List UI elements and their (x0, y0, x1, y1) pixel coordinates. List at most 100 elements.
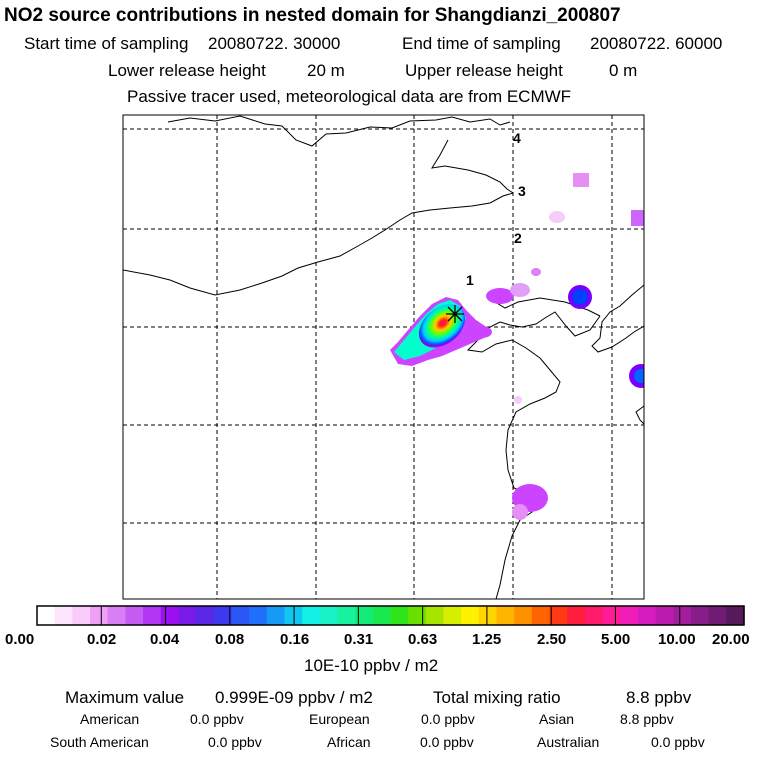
colorbar-segment (178, 606, 197, 625)
source-european-value: 0.0 ppbv (421, 711, 475, 727)
boundaries (123, 115, 644, 599)
colorbar-segment (266, 606, 286, 625)
source-american-label: American (80, 711, 140, 727)
colorbar-segment (37, 606, 56, 625)
max-value: 0.999E-09 ppbv / m2 (215, 688, 373, 707)
source-african-value: 0.0 ppbv (420, 734, 474, 750)
grid-label-3: 3 (518, 183, 526, 199)
source-south-american-value: 0.0 ppbv (208, 734, 262, 750)
colorbar-segment (496, 606, 515, 625)
patch (634, 369, 644, 383)
colorbar-segment (319, 606, 339, 625)
colorbar-label-3: 0.08 (215, 631, 245, 648)
source-australian-value: 0.0 ppbv (651, 734, 705, 750)
colorbar-label-6: 0.63 (408, 631, 438, 648)
patch (514, 396, 522, 404)
colorbar-segment (125, 606, 144, 625)
source-african-label: African (327, 734, 371, 750)
colorbar-unit: 10E-10 ppbv / m2 (304, 656, 439, 675)
sampling-end-value: 20080722. 60000 (590, 34, 723, 53)
colorbar-segment (655, 606, 674, 625)
colorbar-segment (160, 606, 180, 625)
source-american-value: 0.0 ppbv (190, 711, 244, 727)
colorbar-segment (514, 606, 533, 625)
colorbar (37, 606, 745, 625)
colorbar-label-5: 0.31 (344, 631, 374, 648)
colorbar-label-10: 10.00 (658, 631, 696, 648)
sampling-start-value: 20080722. 30000 (208, 34, 341, 53)
colorbar-segment (390, 606, 409, 625)
map-frame (122, 114, 645, 600)
colorbar-segment (726, 606, 745, 625)
colorbar-segment (461, 606, 480, 625)
source-asian-value: 8.8 ppbv (620, 711, 674, 727)
receptor-marker (446, 305, 464, 323)
colorbar-label-4: 0.16 (280, 631, 310, 648)
colorbar-segment (425, 606, 445, 625)
plume-patch (486, 288, 514, 304)
colorbar-segment (54, 606, 73, 625)
colorbar-segment (673, 606, 692, 625)
colorbar-segment (478, 606, 498, 625)
border-line (431, 139, 514, 194)
colorbar-segment (443, 606, 462, 625)
grid-label-4: 4 (513, 130, 521, 146)
upper-release-value: 0 m (609, 61, 638, 80)
sampling-end-label: End time of sampling (402, 34, 561, 53)
colorbar-label-8: 2.50 (537, 631, 567, 648)
colorbar-segment (107, 606, 126, 625)
source-asian-label: Asian (539, 711, 575, 727)
lower-release-label: Lower release height (108, 61, 266, 80)
colorbar-label-1: 0.02 (87, 631, 117, 648)
grid-label-2: 2 (514, 230, 522, 246)
colorbar-segment (372, 606, 392, 625)
coastline (591, 284, 644, 353)
colorbar-label-9: 5.00 (601, 631, 631, 648)
colorbar-segment (143, 606, 162, 625)
colorbar-segment (602, 606, 621, 625)
source-south-american-label: South American (50, 734, 149, 750)
plume-patch (531, 268, 541, 276)
colorbar-label-11: 20.00 (712, 631, 750, 648)
source-european-label: European (309, 711, 370, 727)
lower-release-value: 20 m (307, 61, 345, 80)
upper-release-label: Upper release height (405, 61, 563, 80)
plume-patch (510, 283, 530, 297)
colorbar-segment (690, 606, 710, 625)
total-mixing-label: Total mixing ratio (433, 688, 561, 707)
colorbar-segment (213, 606, 233, 625)
grid-label-1: 1 (466, 272, 474, 288)
colorbar-segment (549, 606, 568, 625)
colorbar-label-0: 0.00 (5, 631, 35, 648)
lat-lon-grid (123, 115, 644, 599)
colorbar-segment (567, 606, 586, 625)
border-line (123, 192, 514, 296)
border-line (167, 115, 511, 147)
total-mixing-value: 8.8 ppbv (626, 688, 692, 707)
sampling-start-label: Start time of sampling (24, 34, 189, 53)
patch (631, 210, 644, 226)
plume-patch (472, 326, 492, 338)
patch (573, 173, 589, 187)
colorbar-segment (637, 606, 657, 625)
colorbar-segment (302, 606, 321, 625)
colorbar-segment (231, 606, 250, 625)
colorbar-segment (72, 606, 91, 625)
colorbar-label-7: 1.25 (472, 631, 502, 648)
colorbar-label-2: 0.04 (150, 631, 180, 648)
colorbar-segment (408, 606, 427, 625)
colorbar-border (36, 605, 745, 626)
patch (549, 211, 565, 223)
colorbar-segment (531, 606, 551, 625)
concentration-patches (512, 173, 644, 520)
colorbar-segment (355, 606, 374, 625)
colorbar-segment (708, 606, 727, 625)
patch (512, 504, 528, 520)
colorbar-segment (196, 606, 215, 625)
patch (572, 289, 588, 305)
coastline (491, 297, 601, 317)
tracer-note: Passive tracer used, meteorological data… (127, 87, 572, 106)
plot-title: NO2 source contributions in nested domai… (4, 5, 621, 26)
colorbar-segment (584, 606, 604, 625)
